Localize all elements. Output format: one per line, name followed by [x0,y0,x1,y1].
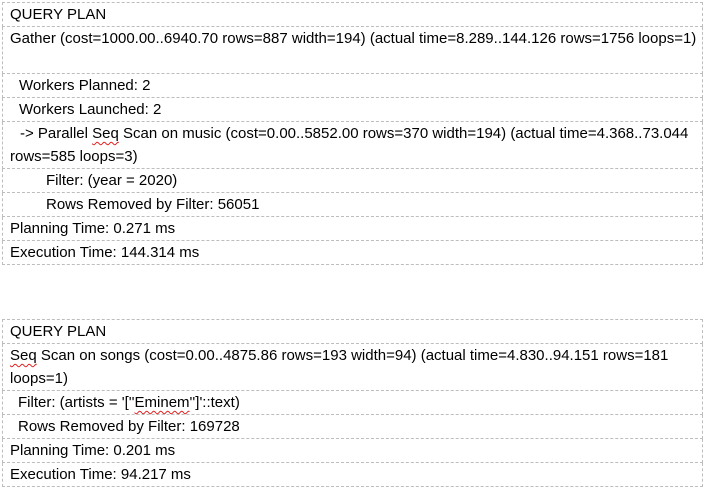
filter-row: Filter: (artists = '[''Eminem'']'::text) [2,390,703,415]
planning-time-row: Planning Time: 0.201 ms [2,438,703,463]
execution-time-row: Execution Time: 94.217 ms [2,462,703,487]
seq-scan-suffix: Scan on songs (cost=0.00..4875.86 rows=1… [10,347,669,387]
filter-prefix: Filter: (artists = '['' [18,394,135,411]
workers-planned-row: Workers Planned: 2 [2,73,703,98]
query-plan-table-music: QUERY PLAN Gather (cost=1000.00..6940.70… [2,2,703,265]
spellcheck-flag-seq: Seq [92,125,119,142]
query-plan-header: QUERY PLAN [2,2,703,27]
query-plan-table-songs: QUERY PLAN Seq Scan on songs (cost=0.00.… [2,319,703,487]
seq-scan-row: Seq Scan on songs (cost=0.00..4875.86 ro… [2,343,703,391]
filter-row: Filter: (year = 2020) [2,168,703,193]
parallel-seq-scan-suffix: Scan on music (cost=0.00..5852.00 rows=3… [10,125,689,165]
spellcheck-flag-seq: Seq [10,347,37,364]
gather-node-row: Gather (cost=1000.00..6940.70 rows=887 w… [2,26,703,74]
parallel-seq-scan-row: -> Parallel Seq Scan on music (cost=0.00… [2,121,703,169]
query-plan-header: QUERY PLAN [2,319,703,344]
filter-suffix: '']'::text) [189,394,240,411]
spellcheck-flag-eminem: Eminem [134,394,190,411]
rows-removed-row: Rows Removed by Filter: 56051 [2,192,703,217]
planning-time-row: Planning Time: 0.271 ms [2,216,703,241]
rows-removed-row: Rows Removed by Filter: 169728 [2,414,703,439]
execution-time-row: Execution Time: 144.314 ms [2,240,703,265]
workers-launched-row: Workers Launched: 2 [2,97,703,122]
parallel-seq-scan-prefix: -> Parallel [20,125,93,142]
